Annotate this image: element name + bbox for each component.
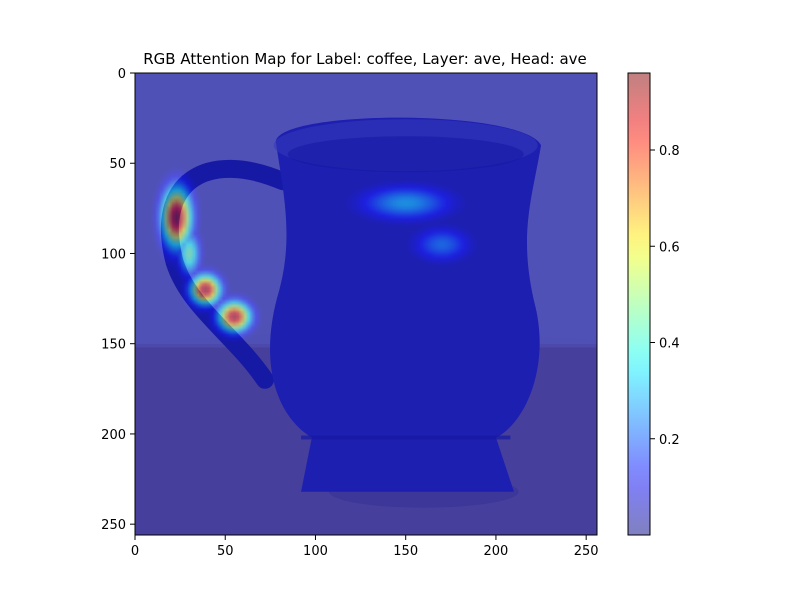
colorbar: 0.2 0.4 0.6 0.8 bbox=[627, 72, 680, 536]
y-tick-label: 250 bbox=[101, 518, 126, 533]
x-tick-label: 150 bbox=[393, 544, 418, 559]
attention-image bbox=[135, 73, 597, 535]
colorbar-frame bbox=[627, 72, 651, 536]
image-axes-frame bbox=[134, 72, 598, 536]
x-tick-label: 200 bbox=[484, 544, 509, 559]
y-tick-label: 100 bbox=[101, 247, 126, 262]
x-tick-label: 0 bbox=[131, 544, 139, 559]
x-tick-label: 250 bbox=[574, 544, 599, 559]
y-tick-label: 150 bbox=[101, 338, 126, 353]
y-axis: 0 50 100 150 200 250 bbox=[101, 67, 135, 533]
colorbar-ticks: 0.2 0.4 0.6 0.8 bbox=[650, 144, 680, 448]
colorbar-tick-label: 0.8 bbox=[659, 144, 680, 159]
y-tick-label: 50 bbox=[109, 157, 126, 172]
x-axis: 0 50 100 150 200 250 bbox=[131, 535, 599, 559]
attention-heatmap bbox=[135, 73, 597, 535]
chart-title: RGB Attention Map for Label: coffee, Lay… bbox=[143, 50, 587, 68]
colorbar-tick-label: 0.6 bbox=[659, 240, 680, 255]
x-tick-label: 100 bbox=[303, 544, 328, 559]
x-tick-label: 50 bbox=[217, 544, 234, 559]
colorbar-fill bbox=[628, 73, 650, 535]
y-tick-label: 200 bbox=[101, 428, 126, 443]
colorbar-tick-label: 0.4 bbox=[659, 337, 680, 352]
y-tick-label: 0 bbox=[118, 67, 126, 82]
colorbar-tick-label: 0.2 bbox=[659, 433, 680, 448]
